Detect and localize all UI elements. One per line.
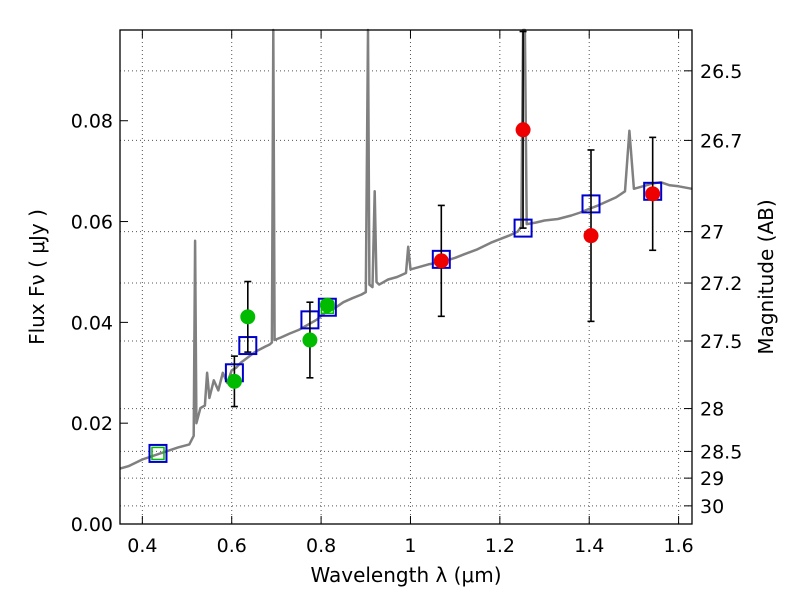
red-data-point xyxy=(515,122,531,138)
green-data-point xyxy=(226,373,242,389)
x-axis-ticks: 0.4 0.6 0.8 1 1.2 1.4 1.6 xyxy=(127,30,694,557)
y-tick-label: 0.04 xyxy=(71,312,113,334)
photometry-box-inner xyxy=(151,446,165,461)
x-axis-label: Wavelength λ (μm) xyxy=(310,563,501,587)
right-tick-label: 30 xyxy=(700,496,724,518)
right-tick-label: 27.5 xyxy=(700,331,742,353)
right-tick-label: 29 xyxy=(700,468,724,490)
x-tick-label: 1 xyxy=(404,535,416,557)
right-tick-label: 27.2 xyxy=(700,273,742,295)
right-tick-label: 27 xyxy=(700,222,724,244)
y-axis-ticks: 0.00 0.02 0.04 0.06 0.08 xyxy=(71,111,128,536)
y-tick-label: 0.00 xyxy=(71,514,113,536)
y-tick-label: 0.06 xyxy=(71,212,113,234)
model-spectrum-line xyxy=(119,28,693,470)
right-axis-label: Magnitude (AB) xyxy=(754,199,778,354)
y-tick-label: 0.08 xyxy=(71,111,113,133)
plot-frame xyxy=(119,29,693,525)
synthetic-photometry xyxy=(148,181,663,463)
photometry-box xyxy=(148,443,168,463)
y-tick-label: 0.02 xyxy=(71,413,113,435)
green-data-point xyxy=(319,297,335,313)
x-tick-label: 1.6 xyxy=(663,535,693,557)
green-data-point xyxy=(302,332,318,348)
green-data-point xyxy=(240,309,256,325)
x-tick-label: 0.8 xyxy=(306,535,336,557)
red-data-point xyxy=(433,253,449,269)
right-tick-label: 26.5 xyxy=(700,61,742,83)
x-tick-label: 0.4 xyxy=(127,535,157,557)
x-tick-label: 0.6 xyxy=(217,535,247,557)
model-spectrum xyxy=(119,28,693,470)
right-tick-label: 28 xyxy=(700,399,724,421)
red-data-point xyxy=(583,228,599,244)
right-tick-label: 26.7 xyxy=(700,130,742,152)
error-bars xyxy=(230,30,657,408)
x-tick-label: 1.2 xyxy=(485,535,515,557)
grid xyxy=(120,30,692,524)
observed-points xyxy=(226,122,661,389)
right-tick-label: 28.5 xyxy=(700,441,742,463)
y-axis-label: Flux Fν ( μJy ) xyxy=(25,209,49,345)
right-axis-ticks: 26.5 26.7 27 27.2 27.5 28 28.5 29 30 xyxy=(684,61,742,518)
red-data-point xyxy=(645,186,661,202)
x-tick-label: 1.4 xyxy=(574,535,604,557)
